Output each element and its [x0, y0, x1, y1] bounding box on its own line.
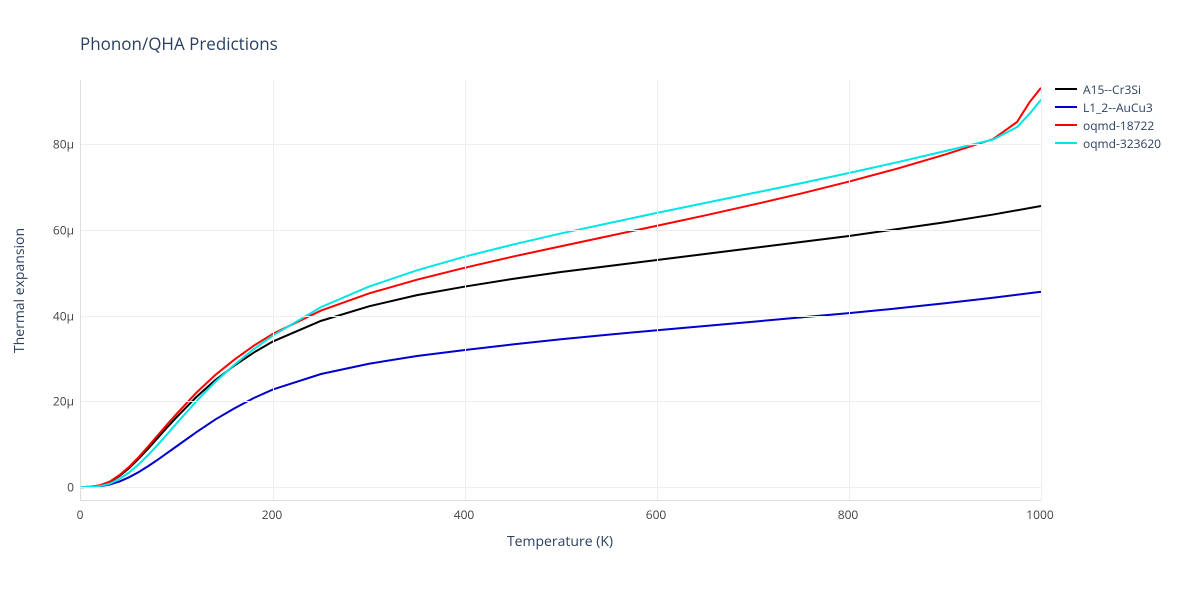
y-tick-label: 20μ	[24, 393, 74, 410]
chart-title: Phonon/QHA Predictions	[80, 32, 278, 55]
legend-label: oqmd-323620	[1083, 135, 1161, 152]
plot-area[interactable]	[80, 80, 1041, 501]
legend-item[interactable]: oqmd-323620	[1055, 134, 1161, 152]
series-line[interactable]	[81, 292, 1041, 487]
legend-line-swatch	[1055, 106, 1077, 108]
legend-label: A15--Cr3Si	[1083, 81, 1141, 98]
legend-label: oqmd-18722	[1083, 117, 1154, 134]
x-axis-label: Temperature (K)	[80, 532, 1040, 551]
x-tick-label: 200	[262, 506, 283, 523]
gridline-h	[81, 316, 1041, 317]
legend-item[interactable]: oqmd-18722	[1055, 116, 1161, 134]
gridline-v	[849, 80, 850, 500]
x-tick-label: 0	[77, 506, 84, 523]
series-line[interactable]	[81, 88, 1041, 487]
legend-line-swatch	[1055, 88, 1077, 90]
x-tick-label: 400	[454, 506, 475, 523]
legend-line-swatch	[1055, 124, 1077, 126]
gridline-v	[465, 80, 466, 500]
x-tick-label: 800	[838, 506, 859, 523]
legend-item[interactable]: L1_2--AuCu3	[1055, 98, 1161, 116]
chart-lines-svg	[81, 80, 1041, 500]
y-tick-label: 40μ	[24, 307, 74, 324]
x-tick-label: 600	[646, 506, 667, 523]
y-tick-label: 80μ	[24, 136, 74, 153]
gridline-v	[1041, 80, 1042, 500]
y-tick-label: 0	[24, 479, 74, 496]
gridline-h	[81, 230, 1041, 231]
series-line[interactable]	[81, 206, 1041, 487]
gridline-h	[81, 144, 1041, 145]
legend-item[interactable]: A15--Cr3Si	[1055, 80, 1161, 98]
gridline-h	[81, 401, 1041, 402]
gridline-h	[81, 487, 1041, 488]
legend-line-swatch	[1055, 142, 1077, 144]
gridline-v	[273, 80, 274, 500]
series-line[interactable]	[81, 100, 1041, 487]
x-tick-label: 1000	[1026, 506, 1053, 523]
legend: A15--Cr3SiL1_2--AuCu3oqmd-18722oqmd-3236…	[1055, 80, 1161, 152]
y-tick-label: 60μ	[24, 222, 74, 239]
gridline-v	[657, 80, 658, 500]
legend-label: L1_2--AuCu3	[1083, 99, 1153, 116]
